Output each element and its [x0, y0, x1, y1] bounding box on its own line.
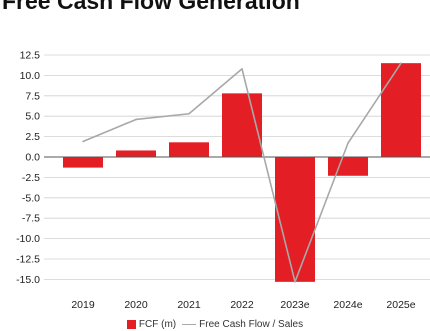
legend-label-fcf-sales: Free Cash Flow / Sales [199, 318, 304, 330]
x-tick-label: 2025e [386, 299, 415, 311]
x-tick-label: 2022 [230, 299, 254, 311]
x-tick-label: 2019 [71, 299, 95, 311]
y-tick-label: -7.5 [22, 213, 40, 225]
y-tick-label: -15.0 [16, 274, 40, 286]
x-tick-label: 2021 [177, 299, 201, 311]
y-axis-ticks: 12.5 10.0 7.5 5.0 2.5 0.0 -2.5 -5.0 -7.5 -10.0 -12… [16, 50, 40, 286]
fcf-bar [169, 142, 209, 157]
fcf-sales-point [188, 112, 190, 115]
fcf-bar [381, 63, 421, 157]
fcf-bar [63, 157, 103, 168]
y-tick-label: 0.0 [25, 152, 40, 164]
fcf-bar [275, 157, 315, 282]
chart-title: Free Cash Flow Generation [2, 0, 300, 14]
legend-item-fcf-sales: Free Cash Flow / Sales [182, 319, 303, 330]
legend-bar-swatch [126, 319, 136, 329]
y-tick-label: -2.5 [22, 172, 40, 184]
x-axis-ticks: 2019 2020 2021 2022 2023e 2024e 2025e [71, 299, 415, 311]
y-tick-label: 2.5 [25, 131, 40, 143]
y-tick-label: -12.5 [16, 254, 40, 266]
fcf-sales-line-layer [82, 62, 402, 283]
legend-line-swatch [182, 323, 197, 325]
fcf-sales-point [135, 118, 137, 121]
fcf-sales-point [347, 142, 349, 144]
y-tick-label: -5.0 [22, 192, 40, 204]
legend-label-fcf: FCF (m) [138, 318, 177, 330]
x-tick-label: 2020 [124, 299, 148, 311]
y-tick-label: 12.5 [20, 50, 41, 62]
fcf-chart: 12.5 10.0 7.5 5.0 2.5 0.0 -2.5 -5.0 -7.5 -10.0 -12… [16, 50, 430, 311]
fcf-bar [116, 150, 156, 157]
fcf-sales-point [82, 140, 84, 143]
fcf-bar [328, 157, 368, 176]
y-tick-label: 7.5 [25, 90, 40, 102]
fcf-sales-point [241, 68, 243, 70]
fcf-sales-point [400, 62, 402, 64]
legend: FCF (m) Free Cash Flow / Sales [0, 317, 430, 331]
legend-item-fcf: FCF (m) [126, 318, 177, 330]
y-tick-label: 5.0 [25, 111, 40, 123]
y-tick-label: -10.0 [16, 233, 40, 245]
x-tick-label: 2024e [333, 299, 362, 311]
fcf-sales-point [294, 281, 296, 283]
fcf-bars [63, 63, 421, 282]
x-tick-label: 2023e [280, 299, 309, 311]
y-tick-label: 10.0 [20, 70, 41, 82]
